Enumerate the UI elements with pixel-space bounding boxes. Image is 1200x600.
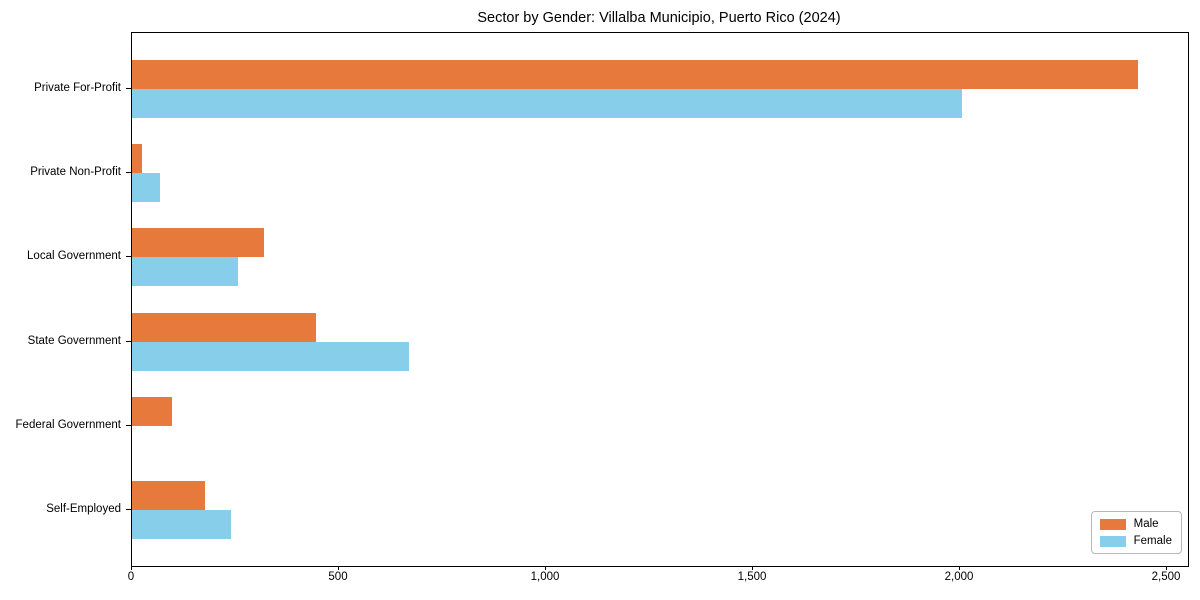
x-tick-label: 1,500: [737, 571, 767, 583]
y-tick-label: Local Government: [27, 250, 121, 263]
y-tick-label: State Government: [27, 334, 121, 347]
x-tick-mark: [752, 566, 753, 570]
x-tick-mark: [545, 566, 546, 570]
legend-entry-male: Male: [1099, 518, 1172, 530]
y-tick-mark: [126, 88, 131, 89]
y-tick-label: Private Non-Profit: [30, 166, 121, 179]
y-tick-mark: [126, 172, 131, 174]
bar-female-4: [132, 342, 409, 371]
legend-swatch-female: [1099, 535, 1126, 547]
y-tick-label: Private For-Profit: [34, 82, 121, 94]
y-tick-label: Federal Government: [15, 418, 121, 431]
bar-female-1: [132, 89, 962, 118]
x-tick-mark: [131, 566, 132, 570]
bar-male-1: [132, 60, 1138, 89]
legend-swatch-male: [1099, 518, 1126, 530]
x-tick-label: 500: [328, 571, 348, 583]
bar-male-4: [132, 313, 316, 342]
legend-entry-female: Female: [1099, 535, 1172, 547]
legend-label-male: Male: [1133, 518, 1159, 530]
y-tick-mark: [126, 256, 131, 258]
bar-male-3: [132, 228, 264, 257]
y-tick-mark: [126, 340, 131, 342]
bar-male-5: [132, 397, 172, 426]
y-tick-mark: [126, 509, 131, 510]
x-tick-label: 2,000: [944, 571, 974, 583]
x-tick-mark: [1166, 566, 1167, 570]
x-tick-label: 1,000: [530, 571, 560, 583]
bar-male-2: [132, 144, 142, 173]
bar-female-6: [132, 510, 231, 539]
bar-female-3: [132, 257, 238, 286]
legend-label-female: Female: [1133, 535, 1172, 547]
bar-male-6: [132, 481, 205, 510]
y-tick-mark: [126, 424, 131, 426]
legend: Male Female: [1090, 511, 1182, 554]
bar-female-2: [132, 173, 160, 202]
y-tick-label: Self-Employed: [46, 503, 121, 515]
chart-title: Sector by Gender: Villalba Municipio, Pu…: [477, 10, 841, 26]
x-tick-mark: [338, 566, 339, 570]
x-tick-label: 0: [127, 571, 135, 583]
x-tick-label: 2,500: [1151, 571, 1181, 583]
plot-area: Male Female: [131, 32, 1189, 567]
x-tick-mark: [959, 566, 960, 570]
